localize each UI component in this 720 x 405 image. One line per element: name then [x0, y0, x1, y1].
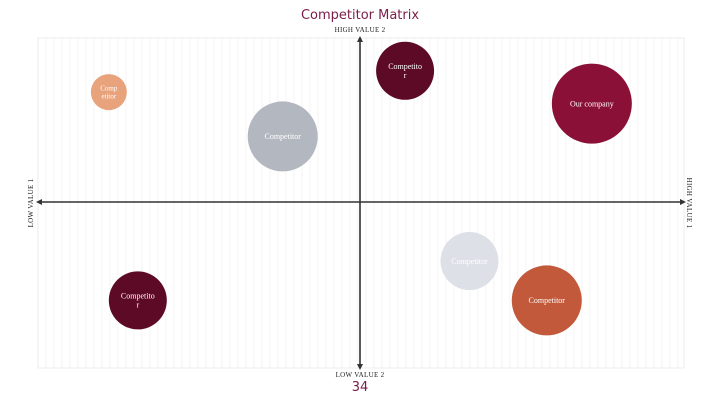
arrow-up-icon	[357, 36, 363, 42]
bubble-circle	[511, 265, 582, 336]
arrow-down-icon	[357, 364, 363, 370]
bubble-label: Comp	[100, 85, 118, 93]
page-number: 34	[351, 380, 369, 395]
bubble-circle	[90, 74, 127, 111]
competitor-bubble: Competitor	[511, 265, 582, 336]
arrow-left-icon	[36, 199, 42, 205]
bubble-circle	[108, 271, 167, 330]
arrow-right-icon	[680, 199, 686, 205]
bubble-label: Competitor	[529, 296, 566, 305]
bubble-circle	[551, 63, 632, 144]
bubble-label: Competitor	[451, 257, 488, 266]
bubble-label: Our company	[570, 99, 614, 108]
competitor-bubble: Our company	[551, 63, 632, 144]
bubble-circle	[247, 101, 318, 172]
competitor-bubble: Competitor	[108, 271, 167, 330]
bubble-label: Competito	[121, 292, 155, 301]
bubble-label: etitor	[101, 93, 116, 101]
bubble-label: r	[404, 71, 407, 80]
axis-label-bottom: LOW VALUE 2	[335, 371, 385, 379]
competitor-bubble: Competitor	[90, 74, 127, 111]
competitor-bubble: Competitor	[247, 101, 318, 172]
slide-title: Competitor Matrix	[300, 8, 420, 23]
bubble-circle	[440, 232, 499, 291]
bubble-label: r	[136, 301, 139, 310]
background-grid	[37, 37, 685, 369]
axis-label-top: HIGH VALUE 2	[334, 26, 386, 34]
bubble-label: Competitor	[264, 132, 301, 141]
competitor-bubble: Competitor	[376, 41, 435, 100]
competitor-bubble: Competitor	[440, 232, 499, 291]
bubble-circle	[376, 41, 435, 100]
axes	[36, 36, 686, 370]
bubble-label: Competito	[388, 62, 422, 71]
